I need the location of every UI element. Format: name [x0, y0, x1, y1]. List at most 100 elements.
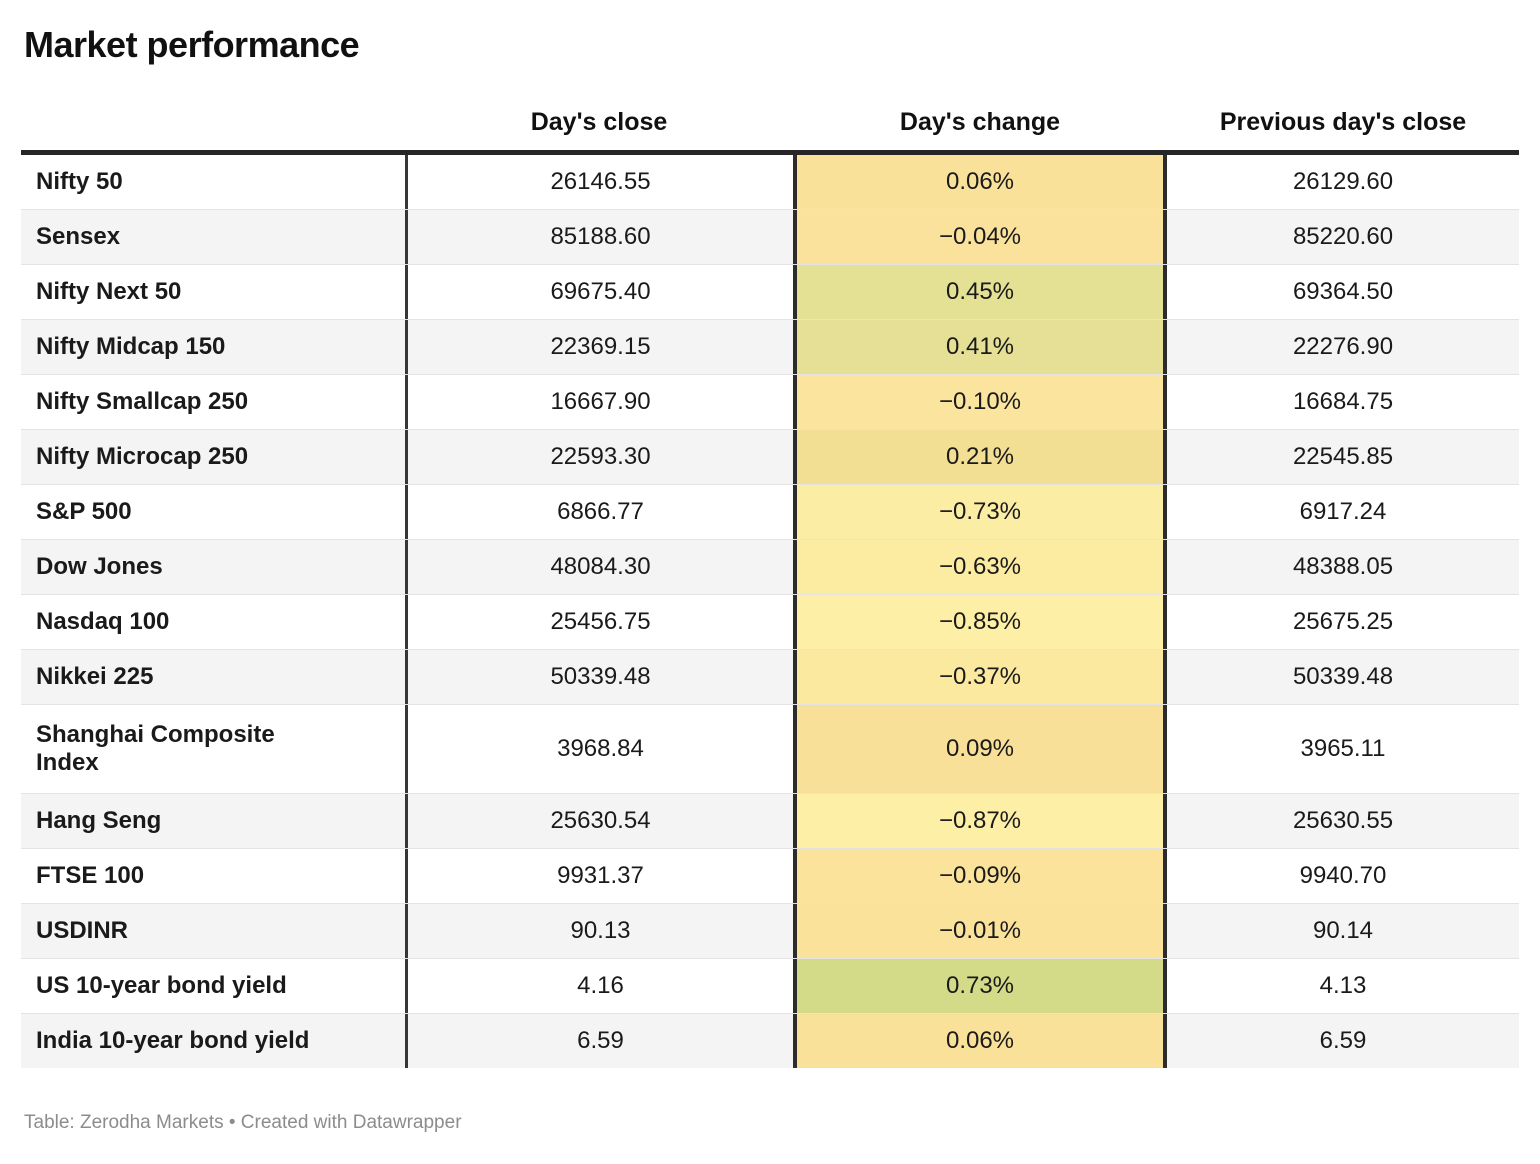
row-label-cell-text: Nifty 50 — [36, 168, 123, 196]
days-change-cell: −0.85% — [793, 595, 1167, 649]
table-row: Nifty Next 50 69675.40 0.45% 69364.50 — [21, 264, 1519, 319]
days-change-cell-text: −0.73% — [938, 498, 1022, 525]
row-label-cell-text: Nikkei 225 — [36, 663, 154, 691]
row-label-cell-text: Shanghai Composite Index — [36, 721, 275, 776]
days-close-cell: 48084.30 — [405, 540, 793, 594]
days-close-cell-text: 90.13 — [570, 917, 631, 944]
days-close-cell-text: 22593.30 — [550, 443, 651, 470]
table-row: USDINR 90.13 −0.01% 90.14 — [21, 903, 1519, 958]
days-close-cell: 9931.37 — [405, 849, 793, 903]
row-label-cell-text: Nifty Smallcap 250 — [36, 388, 249, 416]
row-label-cell-text: Hang Seng — [36, 807, 162, 835]
days-change-cell: 0.06% — [793, 155, 1167, 209]
days-change-cell-text: 0.45% — [945, 278, 1015, 305]
row-label-cell: India 10-year bond yield — [21, 1014, 405, 1068]
days-change-cell-text: −0.85% — [938, 608, 1022, 635]
days-close-cell: 22369.15 — [405, 320, 793, 374]
table-row: Nifty Microcap 250 22593.30 0.21% 22545.85 — [21, 429, 1519, 484]
row-label-cell-text: Nasdaq 100 — [36, 608, 170, 636]
days-change-cell: −0.63% — [793, 540, 1167, 594]
days-close-cell: 25456.75 — [405, 595, 793, 649]
days-close-cell-text: 16667.90 — [550, 388, 651, 415]
previous-days-close-cell-text: 25630.55 — [1292, 807, 1394, 834]
row-label-cell: Nasdaq 100 — [21, 595, 405, 649]
row-label-cell-text: S&P 500 — [36, 498, 132, 526]
days-close-cell-text: 48084.30 — [550, 553, 651, 580]
row-label-cell: FTSE 100 — [21, 849, 405, 903]
previous-days-close-cell-text: 3965.11 — [1300, 735, 1386, 762]
previous-days-close-cell-text: 22545.85 — [1292, 443, 1394, 470]
days-change-cell: 0.73% — [793, 959, 1167, 1013]
row-label-cell-text: India 10-year bond yield — [36, 1027, 310, 1055]
previous-days-close-cell: 6.59 — [1167, 1014, 1519, 1068]
previous-days-close-cell-text: 85220.60 — [1292, 223, 1394, 250]
previous-days-close-cell-text: 6917.24 — [1299, 498, 1387, 525]
row-label-cell-text: Nifty Next 50 — [36, 278, 182, 306]
days-change-cell: −0.10% — [793, 375, 1167, 429]
page-title: Market performance — [24, 24, 360, 65]
column-header-days-change: Day's change — [899, 108, 1061, 136]
previous-days-close-cell-text: 48388.05 — [1292, 553, 1394, 580]
days-change-cell: 0.45% — [793, 265, 1167, 319]
row-label-cell: Nifty 50 — [21, 155, 405, 209]
row-label-cell-text: Sensex — [36, 223, 121, 251]
row-label-cell-text: Nifty Midcap 150 — [36, 333, 226, 361]
days-close-cell: 6866.77 — [405, 485, 793, 539]
days-change-cell-text: −0.63% — [938, 553, 1022, 580]
row-label-cell: Nifty Next 50 — [21, 265, 405, 319]
days-close-cell: 90.13 — [405, 904, 793, 958]
previous-days-close-cell: 3965.11 — [1167, 705, 1519, 793]
previous-days-close-cell-text: 9940.70 — [1299, 862, 1387, 889]
days-close-cell-text: 3968.84 — [557, 735, 644, 762]
row-label-cell-text: US 10-year bond yield — [36, 972, 287, 1000]
days-change-cell-text: −0.10% — [938, 388, 1022, 415]
days-change-cell: 0.21% — [793, 430, 1167, 484]
days-change-cell-text: 0.06% — [945, 1027, 1015, 1054]
table-row: Dow Jones 48084.30 −0.63% 48388.05 — [21, 539, 1519, 594]
table-row: S&P 500 6866.77 −0.73% 6917.24 — [21, 484, 1519, 539]
row-label-cell: Shanghai Composite Index — [21, 705, 405, 793]
days-change-cell-text: −0.01% — [938, 917, 1022, 944]
days-close-cell-text: 4.16 — [577, 972, 624, 999]
previous-days-close-cell: 25675.25 — [1167, 595, 1519, 649]
days-close-cell-text: 6866.77 — [557, 498, 644, 525]
days-change-cell-text: −0.04% — [938, 223, 1022, 250]
days-close-cell: 50339.48 — [405, 650, 793, 704]
market-table: Day's close Day's change Previous day's … — [21, 66, 1519, 1068]
days-close-cell-text: 50339.48 — [550, 663, 651, 690]
days-change-cell: −0.87% — [793, 794, 1167, 848]
days-change-cell-text: 0.73% — [945, 972, 1015, 999]
row-label-cell: S&P 500 — [21, 485, 405, 539]
row-label-cell-text: USDINR — [36, 917, 129, 945]
days-change-cell-text: 0.09% — [945, 735, 1015, 762]
days-close-cell: 25630.54 — [405, 794, 793, 848]
row-label-cell: USDINR — [21, 904, 405, 958]
previous-days-close-cell-text: 50339.48 — [1292, 663, 1394, 690]
table-row: FTSE 100 9931.37 −0.09% 9940.70 — [21, 848, 1519, 903]
row-label-cell: US 10-year bond yield — [21, 959, 405, 1013]
days-close-cell: 26146.55 — [405, 155, 793, 209]
days-change-cell-text: −0.09% — [938, 862, 1022, 889]
table-header-row: Day's close Day's change Previous day's … — [21, 66, 1519, 150]
table-row: Nifty 50 26146.55 0.06% 26129.60 — [21, 155, 1519, 209]
row-label-cell: Nifty Microcap 250 — [21, 430, 405, 484]
table-row: US 10-year bond yield 4.16 0.73% 4.13 — [21, 958, 1519, 1013]
previous-days-close-cell: 50339.48 — [1167, 650, 1519, 704]
table-row: Nifty Midcap 150 22369.15 0.41% 22276.90 — [21, 319, 1519, 374]
days-close-cell-text: 26146.55 — [550, 168, 651, 195]
days-change-cell: −0.04% — [793, 210, 1167, 264]
days-close-cell: 85188.60 — [405, 210, 793, 264]
table-row: Shanghai Composite Index 3968.84 0.09% 3965… — [21, 704, 1519, 793]
previous-days-close-cell: 22276.90 — [1167, 320, 1519, 374]
previous-days-close-cell: 48388.05 — [1167, 540, 1519, 594]
previous-days-close-cell-text: 26129.60 — [1292, 168, 1394, 195]
column-header-previous-days-close: Previous day's close — [1219, 108, 1467, 136]
previous-days-close-cell: 69364.50 — [1167, 265, 1519, 319]
column-header-days-close: Day's close — [530, 108, 668, 136]
previous-days-close-cell: 9940.70 — [1167, 849, 1519, 903]
previous-days-close-cell-text: 69364.50 — [1292, 278, 1394, 305]
days-close-cell: 69675.40 — [405, 265, 793, 319]
days-close-cell-text: 25456.75 — [550, 608, 651, 635]
table-row: Sensex 85188.60 −0.04% 85220.60 — [21, 209, 1519, 264]
table-row: Hang Seng 25630.54 −0.87% 25630.55 — [21, 793, 1519, 848]
